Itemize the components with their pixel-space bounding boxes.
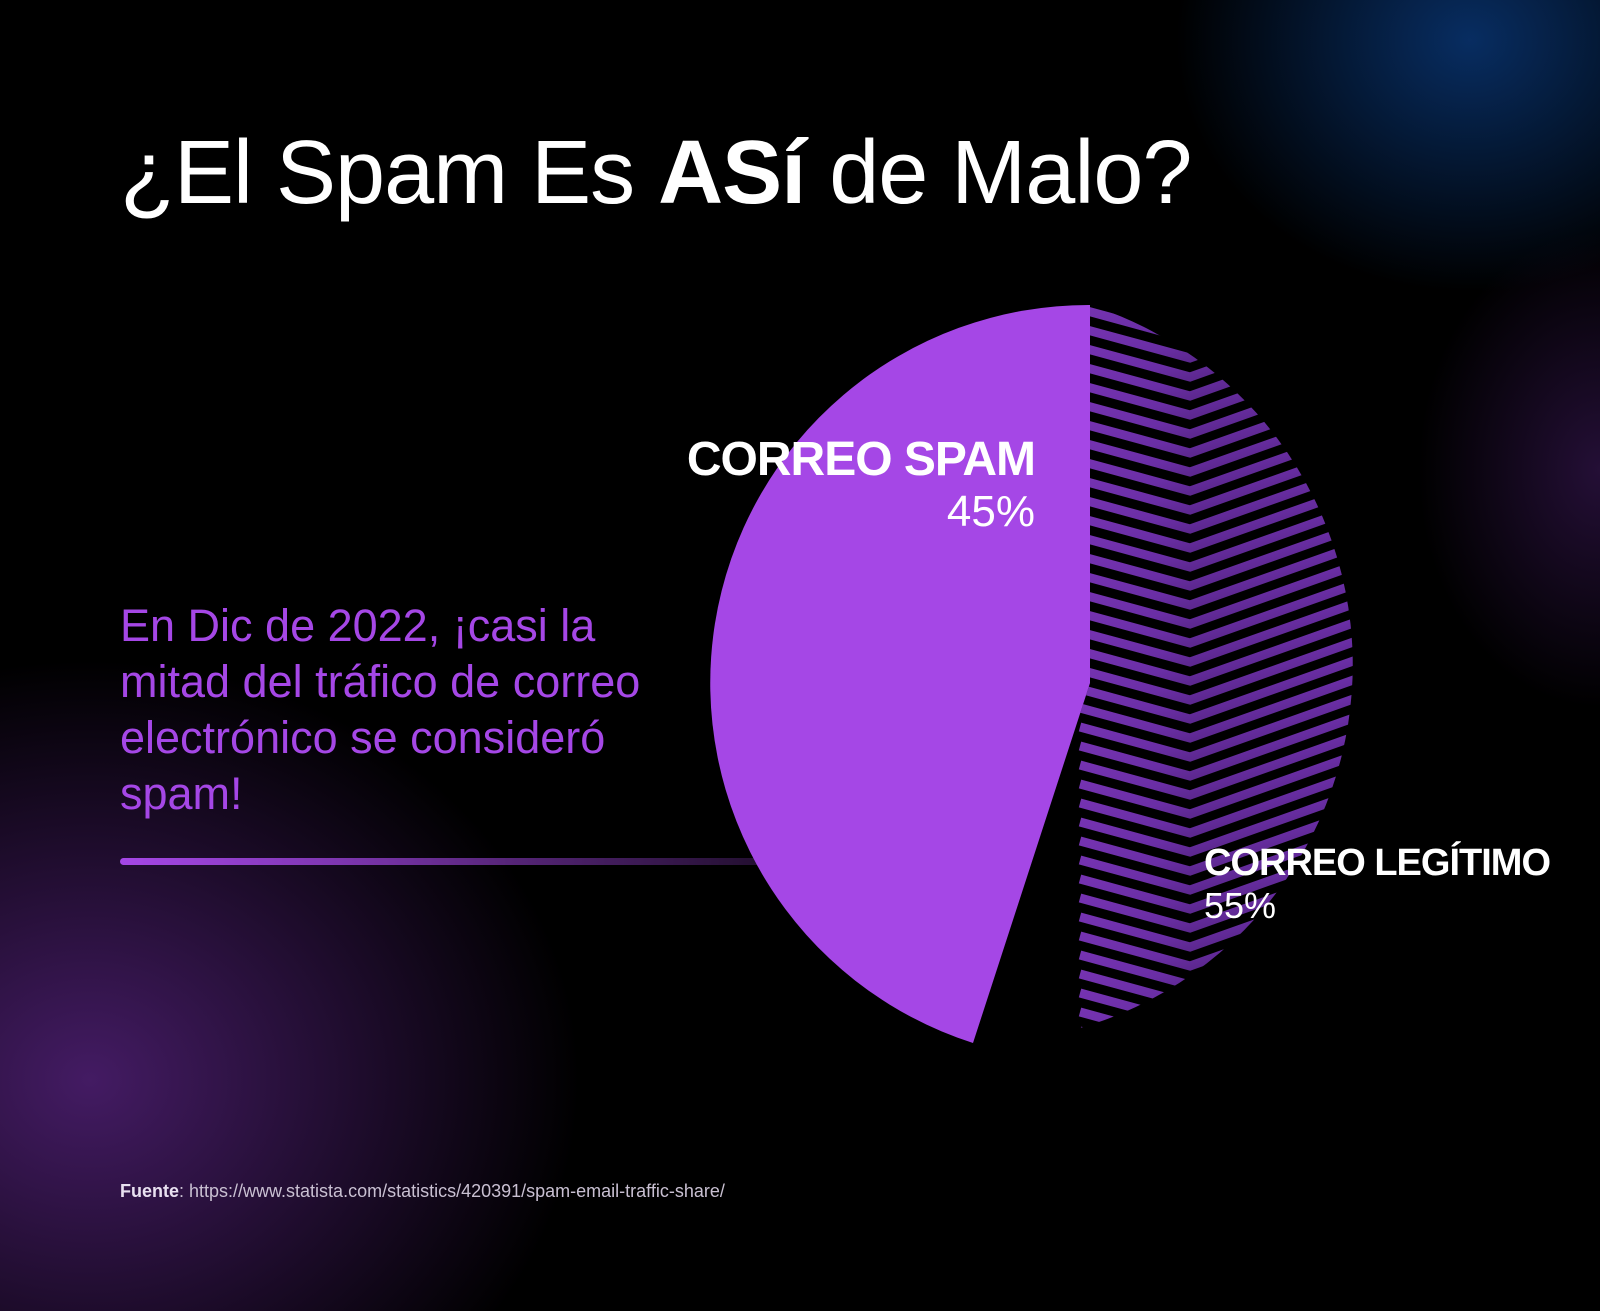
source-note: Fuente: https://www.statista.com/statist… [120,1181,725,1201]
spam-label: CORREO SPAM 45% [686,432,1036,537]
spam-label-pct: 45% [946,487,1035,536]
description: En Dic de 2022, ¡casi la mitad del tráfi… [120,600,641,819]
legit-label-pct: 55% [1204,885,1277,926]
divider [120,858,770,865]
spam-slice [710,304,1090,1043]
legit-label: CORREO LEGÍTIMO 55% [1204,842,1551,927]
legit-slice [1078,305,1353,1044]
page-title: ¿El Spam Es ASí de Malo? [120,123,1192,223]
legit-label-name: CORREO LEGÍTIMO [1204,842,1551,884]
spam-label-name: CORREO SPAM [686,433,1036,486]
